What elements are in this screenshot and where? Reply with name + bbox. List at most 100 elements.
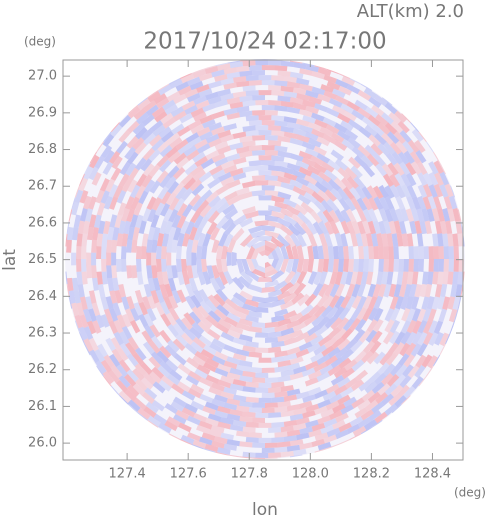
echo-cell xyxy=(200,348,215,360)
echo-cell xyxy=(354,185,367,200)
echo-cell xyxy=(362,295,373,310)
echo-cell xyxy=(359,329,371,344)
echo-cell xyxy=(248,160,262,167)
echo-cell xyxy=(242,140,256,148)
echo-cell xyxy=(162,99,176,111)
altitude-label: ALT(km) 2.0 xyxy=(357,1,464,22)
echo-cell xyxy=(354,407,368,419)
echo-cell xyxy=(153,413,167,425)
echo-cell xyxy=(245,75,259,81)
echo-cell xyxy=(96,233,103,247)
echo-cell xyxy=(389,141,402,155)
echo-cell xyxy=(173,93,187,104)
echo-cell xyxy=(189,80,204,91)
echo-cell xyxy=(238,359,253,368)
echo-cell xyxy=(91,302,101,317)
echo-cell xyxy=(352,425,367,437)
echo-cell xyxy=(211,110,225,120)
echo-cell xyxy=(255,265,265,273)
echo-cell xyxy=(103,308,113,323)
echo-cell xyxy=(277,318,292,327)
echo-cell xyxy=(138,313,149,328)
echo-cell xyxy=(406,195,416,210)
echo-cell xyxy=(295,118,310,127)
echo-cell xyxy=(302,99,316,108)
echo-cell xyxy=(268,331,282,338)
echo-cell xyxy=(214,351,229,361)
echo-cell xyxy=(239,441,253,448)
echo-cell xyxy=(299,83,313,92)
echo-cell xyxy=(226,195,241,206)
echo-cell xyxy=(390,384,404,398)
echo-cell xyxy=(334,158,348,171)
echo-cell xyxy=(371,233,379,247)
echo-cell xyxy=(302,115,316,124)
echo-cell xyxy=(268,85,282,91)
echo-cell xyxy=(261,105,275,111)
echo-cell xyxy=(448,308,458,323)
echo-cell xyxy=(280,125,294,134)
echo-cell xyxy=(205,299,218,313)
y-tick-label: 26.8 xyxy=(28,142,57,157)
echo-cell xyxy=(86,320,97,335)
echo-cell xyxy=(291,245,299,259)
echo-cell xyxy=(149,371,162,384)
echo-cell xyxy=(330,317,343,331)
echo-cell xyxy=(421,354,433,368)
echo-cell xyxy=(289,97,304,105)
echo-cell xyxy=(364,144,378,158)
echo-cell xyxy=(79,314,89,329)
echo-cell xyxy=(127,336,139,351)
echo-cell xyxy=(205,374,220,385)
echo-cell xyxy=(448,246,454,259)
echo-cell xyxy=(286,319,301,330)
echo-cell xyxy=(136,259,142,273)
echo-cell xyxy=(252,417,265,423)
echo-cell xyxy=(400,320,411,334)
echo-cell xyxy=(106,265,113,279)
echo-cell xyxy=(428,259,434,272)
echo-cell xyxy=(194,138,208,150)
echo-cell xyxy=(156,232,165,247)
echo-cell xyxy=(121,296,130,310)
echo-cell xyxy=(317,259,324,273)
echo-cell xyxy=(409,283,417,298)
y-tick-label: 26.2 xyxy=(28,362,57,377)
echo-cell xyxy=(126,353,139,367)
echo-cell xyxy=(283,198,297,208)
echo-cell xyxy=(199,316,213,329)
echo-cell xyxy=(248,80,262,86)
echo-cell xyxy=(85,296,93,310)
echo-cell xyxy=(147,277,156,292)
echo-cell xyxy=(346,100,361,112)
echo-cell xyxy=(111,155,123,170)
echo-cell xyxy=(286,429,301,437)
echo-cell xyxy=(337,245,344,259)
echo-cell xyxy=(76,233,83,247)
echo-cell xyxy=(193,289,204,304)
echo-cell xyxy=(261,447,275,453)
echo-cell xyxy=(232,292,247,304)
echo-cell xyxy=(226,179,241,189)
echo-cell xyxy=(112,277,120,292)
echo-cell xyxy=(248,407,262,413)
echo-cell xyxy=(304,147,319,158)
echo-cell xyxy=(289,153,304,162)
echo-cell xyxy=(416,343,428,357)
echo-cell xyxy=(179,220,190,235)
echo-cell xyxy=(443,246,449,259)
echo-cell xyxy=(152,124,166,137)
y-tick-label: 26.4 xyxy=(28,289,57,304)
echo-cell xyxy=(395,364,408,378)
echo-cell xyxy=(194,350,208,363)
echo-cell xyxy=(371,104,385,117)
echo-cell xyxy=(297,312,312,325)
echo-cell xyxy=(398,259,404,273)
echo-cell xyxy=(422,196,432,210)
echo-cell xyxy=(176,289,187,304)
echo-cell xyxy=(316,354,331,366)
echo-cell xyxy=(268,125,282,131)
echo-cell xyxy=(164,176,177,190)
echo-cell xyxy=(320,424,334,434)
echo-cell xyxy=(388,393,402,406)
